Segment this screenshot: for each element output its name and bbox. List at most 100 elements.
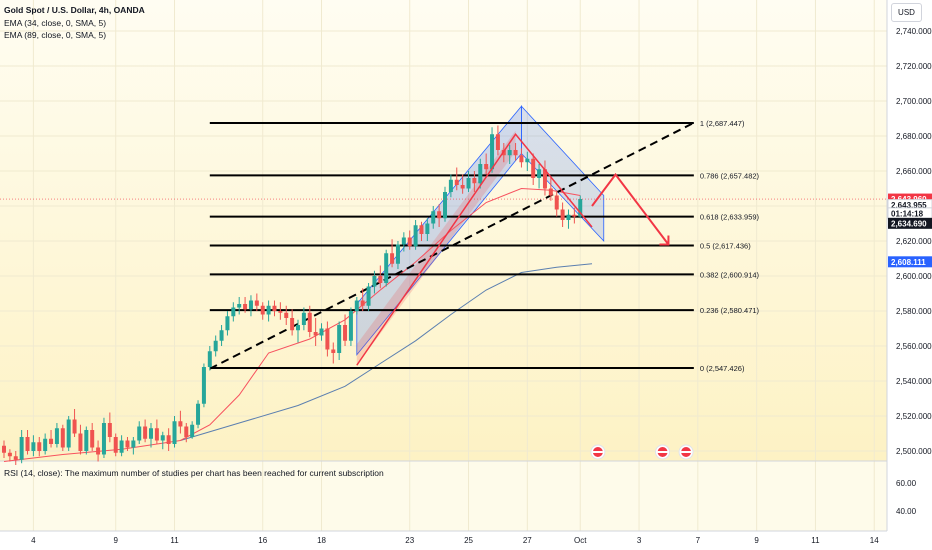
candle-body — [548, 188, 553, 196]
candle-body — [184, 426, 189, 437]
x-tick-label: 25 — [464, 536, 473, 545]
x-tick-label: 4 — [31, 536, 36, 545]
candle-body — [272, 305, 277, 311]
candle-body — [466, 178, 471, 189]
candle-body — [507, 150, 512, 156]
candle-body — [107, 423, 112, 437]
x-tick-label: 9 — [113, 536, 118, 545]
candle-body — [460, 185, 465, 189]
candle-body — [78, 433, 83, 451]
candle-body — [407, 237, 412, 247]
candle-body — [454, 179, 459, 185]
candle-body — [448, 179, 453, 192]
candle-body — [301, 312, 306, 325]
fib-level-label: 0.618 (2,633.959) — [700, 213, 760, 222]
candle-body — [401, 237, 406, 245]
y-tick-label: 2,580.000 — [896, 307, 932, 316]
candle-body — [60, 428, 65, 448]
candle-body — [131, 440, 136, 448]
candle-body — [360, 300, 365, 306]
y-tick-label: 2,600.000 — [896, 272, 932, 281]
candle-body — [519, 155, 524, 163]
candle-body — [49, 438, 54, 444]
projection-arrowhead — [659, 235, 670, 246]
candle-body — [84, 430, 89, 451]
x-tick-label: 11 — [811, 536, 820, 545]
candle-body — [319, 328, 324, 336]
candle-body — [31, 442, 36, 451]
y-tick-label: 2,500.000 — [896, 447, 932, 456]
red-zigzag — [356, 133, 593, 366]
fib-level-label: 1 (2,687.447) — [700, 119, 745, 128]
event-flag-stripe — [681, 451, 692, 453]
candle-body — [101, 423, 106, 455]
event-flag-stripe — [592, 451, 603, 453]
price-label: 2,643.955 — [891, 201, 927, 210]
candle-body — [443, 192, 447, 219]
candle-body — [119, 440, 124, 453]
candle-body — [572, 214, 577, 217]
candle-body — [578, 199, 583, 217]
rsi-tick-label: 60.00 — [896, 479, 917, 488]
candle-body — [154, 428, 159, 441]
candle-body — [196, 403, 201, 425]
candle-body — [166, 435, 171, 444]
candle-body — [296, 325, 300, 331]
candle-body — [331, 349, 336, 353]
candle-body — [2, 445, 6, 453]
event-flag-stripe — [657, 451, 668, 453]
candle-body — [248, 300, 253, 310]
candle-body — [419, 225, 424, 234]
rsi-tick-label: 40.00 — [896, 507, 917, 516]
candle-body — [13, 456, 18, 460]
candle-body — [160, 435, 165, 441]
candle-body — [66, 419, 71, 448]
ema89-legend[interactable]: EMA (89, close, 0, SMA, 5) — [4, 30, 107, 40]
candle-body — [137, 426, 142, 441]
candle-body — [313, 332, 318, 336]
candle-body — [25, 437, 30, 451]
candle-body — [354, 300, 359, 311]
candle-body — [413, 225, 418, 247]
candle-body — [207, 351, 212, 367]
candle-body — [525, 158, 530, 163]
candle-body — [537, 169, 542, 178]
candle-body — [125, 440, 130, 448]
candle-body — [566, 214, 571, 220]
x-tick-label: 27 — [523, 536, 532, 545]
currency-button[interactable]: USD — [891, 3, 922, 22]
fib-level-label: 0.5 (2,617.436) — [700, 241, 751, 250]
ema34-legend[interactable]: EMA (34, close, 0, SMA, 5) — [4, 17, 107, 28]
candle-body — [395, 244, 400, 264]
x-tick-label: 11 — [170, 536, 179, 545]
candle-body — [96, 447, 101, 455]
y-tick-label: 2,660.000 — [896, 167, 932, 176]
y-tick-label: 2,680.000 — [896, 132, 932, 141]
candle-body — [172, 421, 177, 444]
candle-body — [219, 330, 224, 341]
candle-body — [348, 311, 353, 341]
candle-body — [542, 169, 547, 189]
y-tick-label: 2,620.000 — [896, 237, 932, 246]
candle-body — [72, 419, 77, 434]
chart-legend: Gold Spot / U.S. Dollar, 4h, OANDA EMA (… — [4, 4, 145, 42]
candle-body — [307, 312, 312, 332]
candle-body — [37, 442, 42, 451]
candle-body — [384, 253, 389, 283]
candle-body — [260, 305, 265, 315]
candle-body — [7, 452, 12, 457]
candle-body — [178, 421, 183, 427]
candle-body — [372, 276, 377, 287]
x-tick-label: Oct — [574, 536, 587, 545]
ema89-line — [180, 263, 593, 441]
y-tick-label: 2,740.000 — [896, 27, 932, 36]
price-label-box — [888, 217, 932, 229]
candle-body — [237, 304, 242, 308]
symbol-title: Gold Spot / U.S. Dollar, 4h, OANDA — [4, 5, 145, 15]
rsi-message: RSI (14, close): The maximum number of s… — [4, 468, 384, 478]
candle-body — [337, 325, 342, 353]
candle-body — [366, 286, 371, 306]
plot-background — [0, 0, 887, 461]
candle-body — [378, 276, 383, 283]
